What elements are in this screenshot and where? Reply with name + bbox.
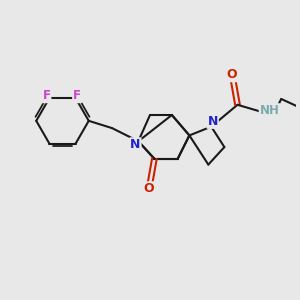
Text: N: N [130, 138, 141, 151]
Text: NH: NH [260, 104, 280, 117]
Text: F: F [73, 89, 81, 102]
Text: N: N [208, 115, 218, 128]
Text: F: F [43, 89, 50, 102]
Text: O: O [143, 182, 154, 195]
Text: O: O [226, 68, 237, 81]
